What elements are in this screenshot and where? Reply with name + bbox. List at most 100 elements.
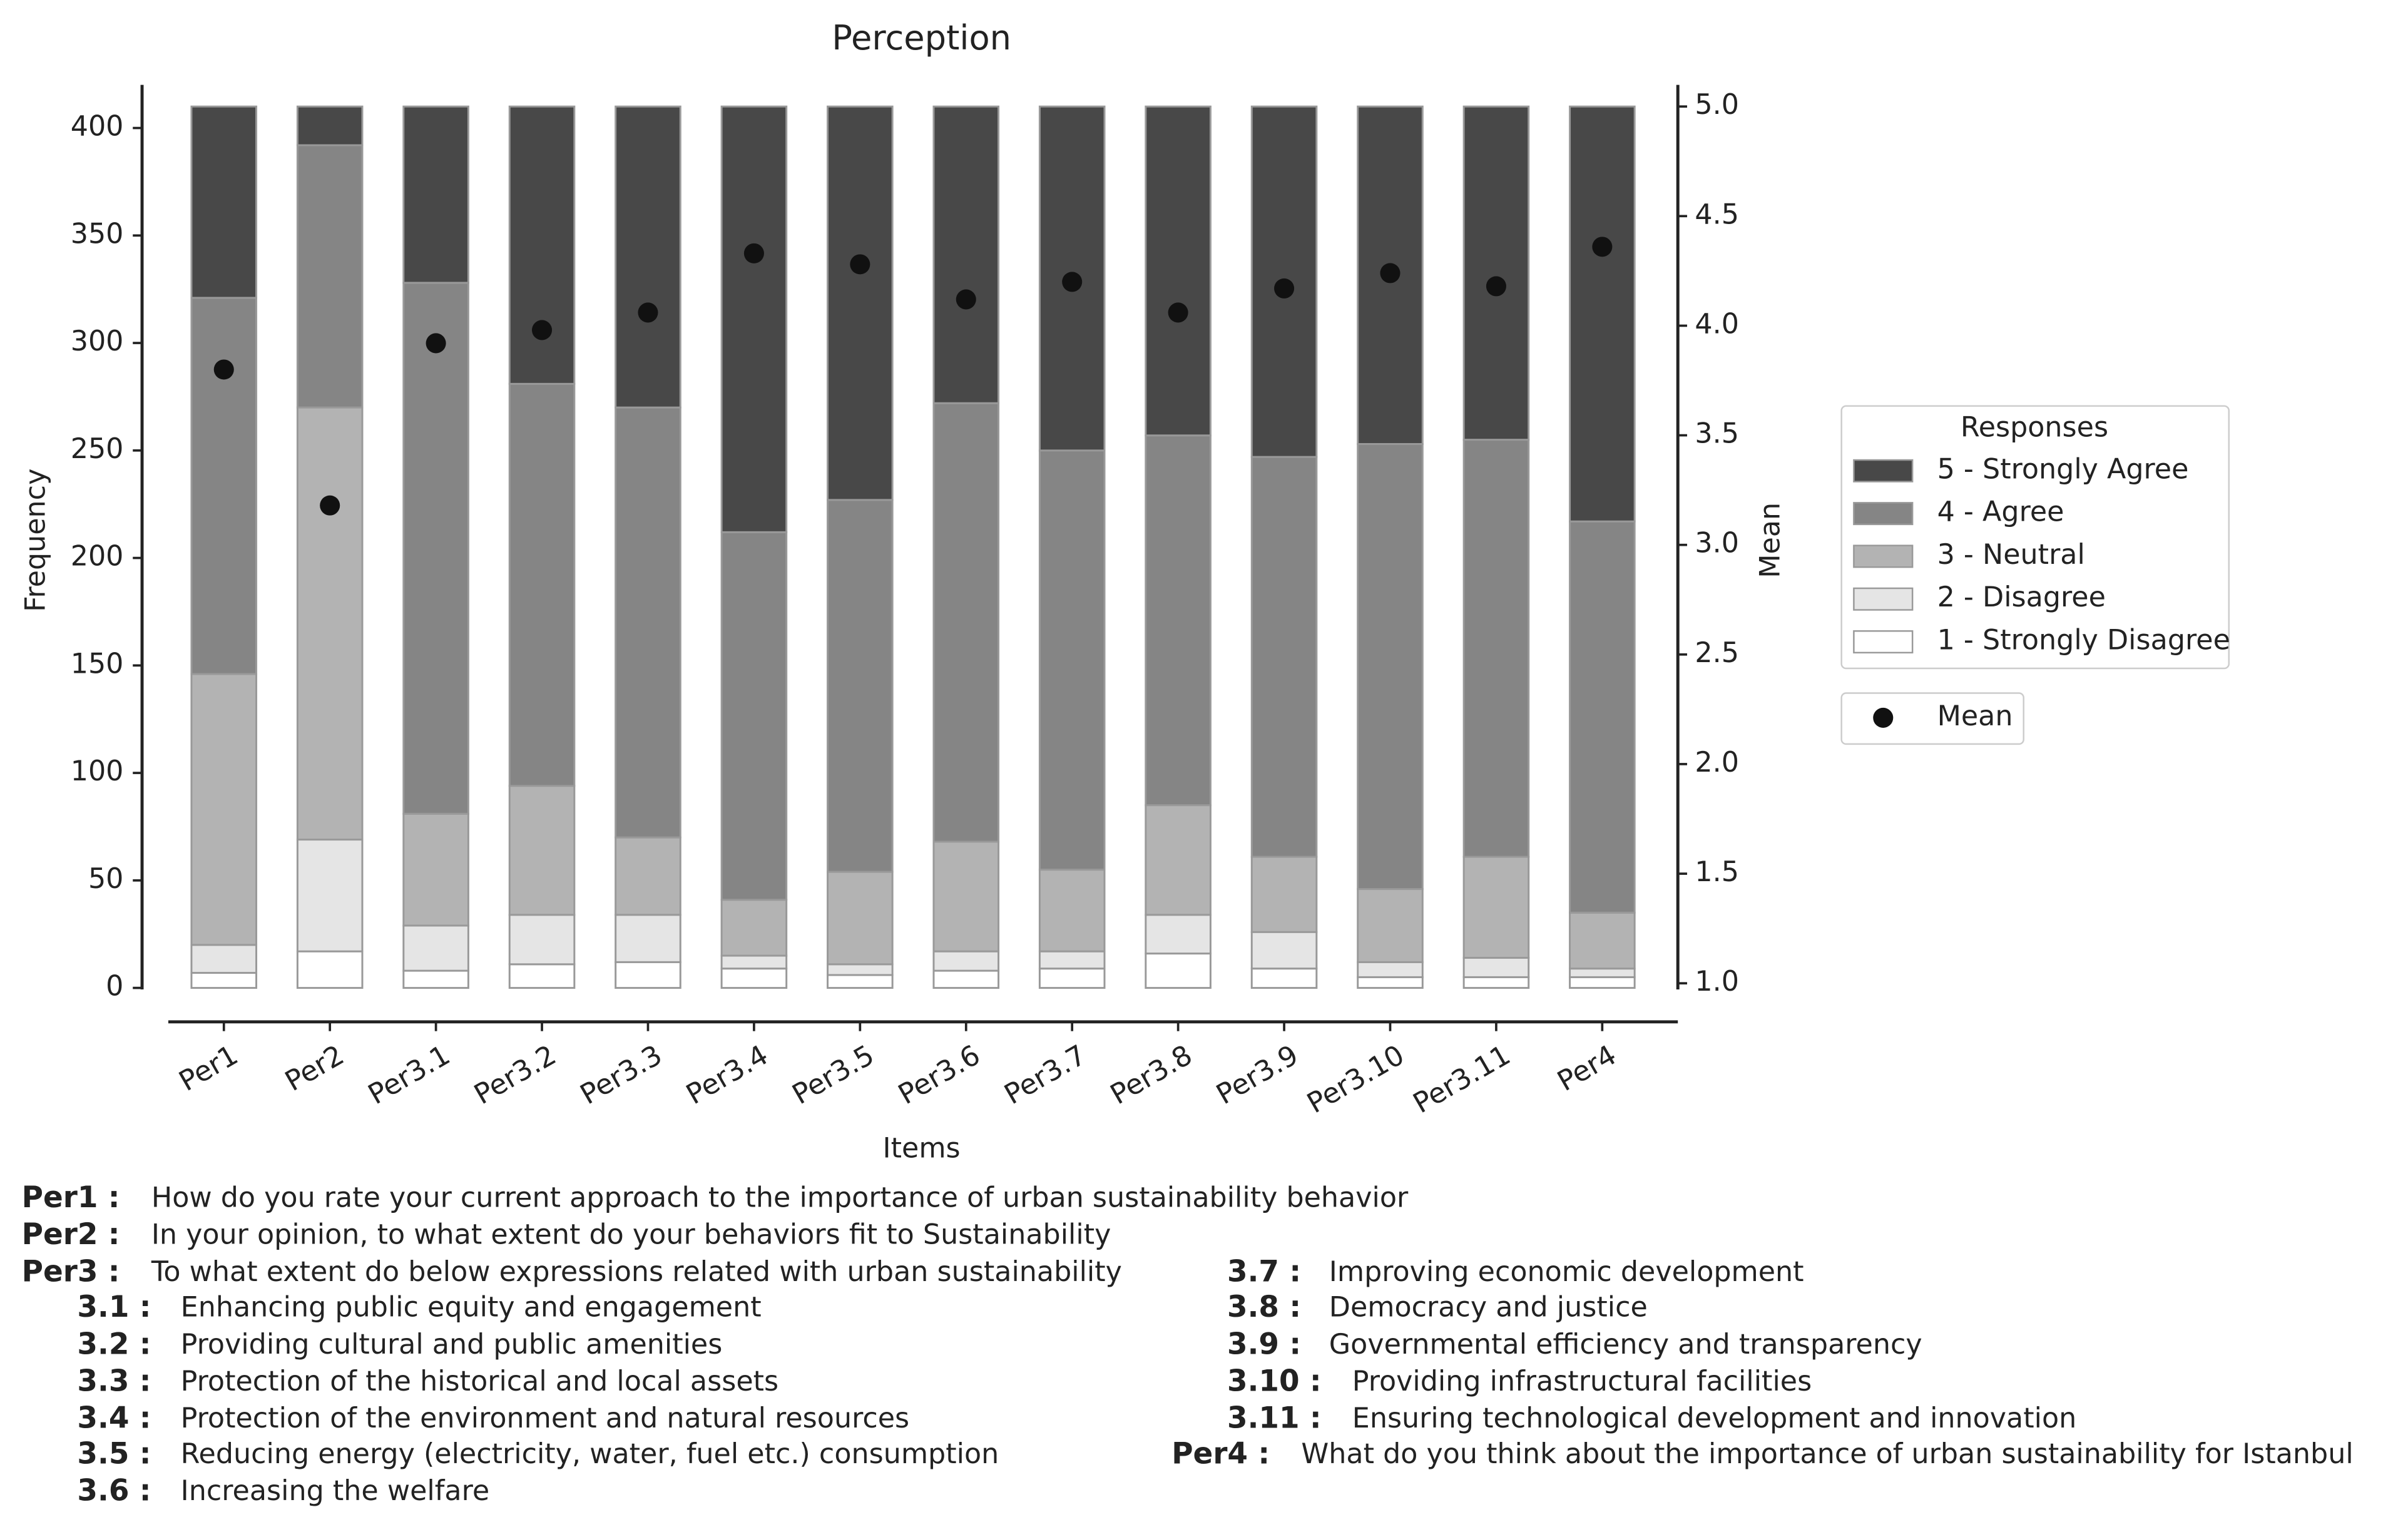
mean-dot <box>1274 278 1295 299</box>
bar-segment <box>508 963 576 989</box>
note-label: 3.4 : <box>77 1402 151 1436</box>
bar-segment <box>296 839 364 953</box>
mean-dot <box>1062 272 1083 292</box>
note-text: How do you rate your current approach to… <box>151 1182 1409 1213</box>
note-text: To what extent do below expressions rela… <box>151 1256 1122 1288</box>
y2-tick-label: 4.0 <box>1695 308 1739 340</box>
y-axis-label: Frequency <box>19 469 51 612</box>
bar-segment <box>827 963 894 976</box>
note-label: Per4 : <box>1171 1437 1270 1471</box>
bar-segment <box>827 871 894 966</box>
bar-segment <box>932 950 1000 972</box>
notes: Per1 : How do you rate your current appro… <box>22 1181 2354 1508</box>
bar-segment <box>190 944 258 974</box>
bar-segment <box>615 961 681 989</box>
note-text: Protection of the environment and natura… <box>181 1402 909 1434</box>
bar-segment <box>827 105 894 501</box>
bar-segment <box>296 950 364 989</box>
note-text: Providing cultural and public amenities <box>181 1329 723 1361</box>
bar-segment <box>1145 434 1212 807</box>
note-text: Governmental efficiency and transparency <box>1329 1329 1922 1361</box>
note-label: 3.2 : <box>77 1327 151 1361</box>
y-tick-label: 250 <box>71 433 124 465</box>
bar-segment <box>296 105 364 146</box>
bar-segment <box>1357 443 1424 891</box>
bar-segment <box>508 105 576 385</box>
note-label: Per2 : <box>22 1218 120 1252</box>
bar-segment <box>1569 520 1636 914</box>
bar-segment <box>720 105 788 533</box>
note-text: Enhancing public equity and engagement <box>181 1292 762 1324</box>
mean-dot <box>320 495 340 516</box>
mean-dot <box>426 333 446 354</box>
y2-tick-label: 2.0 <box>1695 747 1739 779</box>
legend-swatch <box>1853 630 1914 654</box>
bar-segment <box>615 105 681 409</box>
bar-segment <box>402 924 469 972</box>
mean-legend-box <box>1840 692 2024 745</box>
bar-segment <box>190 297 258 675</box>
bar-segment <box>402 282 469 815</box>
bar-segment <box>190 105 258 299</box>
bar-segment <box>402 105 469 284</box>
legend-swatch <box>1853 587 1914 611</box>
bar-segment <box>1038 869 1106 953</box>
bar-segment <box>508 382 576 787</box>
bar-segment <box>932 402 1000 843</box>
bar-segment <box>615 836 681 916</box>
bar-segment <box>1357 976 1424 989</box>
mean-dot <box>956 289 976 310</box>
legend-swatch <box>1853 459 1914 483</box>
note-text: Protection of the historical and local a… <box>181 1366 778 1397</box>
chart-title: Perception <box>832 18 1011 58</box>
mean-dot <box>1168 302 1188 323</box>
y-tick-label: 150 <box>71 648 124 680</box>
mean-dot <box>850 254 870 275</box>
bar-segment <box>932 969 1000 989</box>
bar-segment <box>1357 888 1424 963</box>
note-label: 3.11 : <box>1227 1402 1322 1436</box>
bar-segment <box>296 406 364 841</box>
bar-segment <box>1038 950 1106 970</box>
x-axis-label: Items <box>883 1133 961 1165</box>
note-label: 3.1 : <box>77 1290 151 1324</box>
bar-segment <box>1569 968 1636 978</box>
legend-label: Mean <box>1937 700 2013 732</box>
legend-swatch <box>1853 502 1914 526</box>
bar-segment <box>1462 439 1530 858</box>
bar-segment <box>402 969 469 989</box>
bar-segment <box>190 673 258 946</box>
bar-segment <box>1462 105 1530 441</box>
legend-label: 5 - Strongly Agree <box>1937 453 2189 485</box>
bar-segment <box>1462 855 1530 959</box>
y-tick-label: 400 <box>71 111 124 143</box>
y2-tick-label: 1.5 <box>1695 856 1739 888</box>
y-tick-label: 50 <box>88 863 123 895</box>
legend-marker <box>1873 707 1894 728</box>
bar-segment <box>508 914 576 966</box>
bar-segment <box>1250 855 1318 933</box>
bar-segment <box>1145 105 1212 437</box>
note-label: 3.5 : <box>77 1437 151 1471</box>
bar-segment <box>1038 449 1106 871</box>
y-tick-label: 0 <box>106 971 123 1003</box>
note-text: What do you think about the importance o… <box>1301 1438 2353 1470</box>
note-label: 3.7 : <box>1227 1255 1301 1289</box>
legend-label: 3 - Neutral <box>1937 539 2085 571</box>
bar-segment <box>508 785 576 916</box>
bar-segment <box>1250 931 1318 970</box>
legend-swatch <box>1853 544 1914 568</box>
bar-segment <box>615 406 681 839</box>
note-label: 3.9 : <box>1227 1327 1301 1361</box>
mean-dot <box>532 320 553 340</box>
bar-segment <box>1250 456 1318 858</box>
y-tick-label: 300 <box>71 325 124 357</box>
bar-segment <box>615 914 681 963</box>
mean-dot <box>1486 276 1506 297</box>
bar-segment <box>1145 914 1212 955</box>
y2-tick-label: 1.0 <box>1695 966 1739 998</box>
bar-segment <box>720 968 788 989</box>
note-label: 3.8 : <box>1227 1290 1301 1324</box>
note-text: Improving economic development <box>1329 1256 1804 1288</box>
bar-segment <box>932 105 1000 404</box>
